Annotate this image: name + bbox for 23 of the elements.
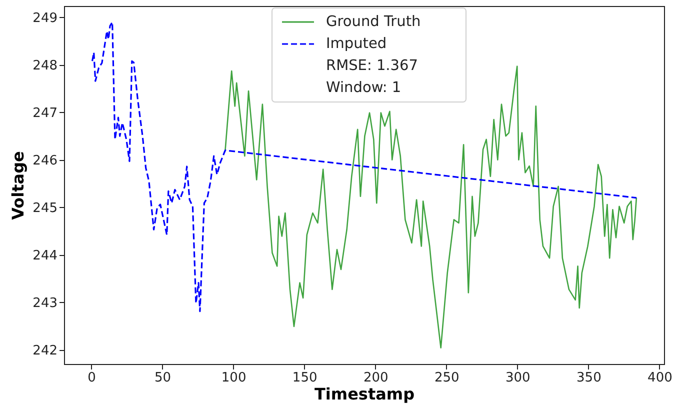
x-tick-label: 100 <box>221 370 246 386</box>
x-tick-label: 50 <box>154 370 172 386</box>
x-tick-label: 300 <box>505 370 530 386</box>
legend-label: Imputed <box>326 36 387 52</box>
y-tick-label: 244 <box>32 248 58 264</box>
x-tick-label: 0 <box>88 370 96 386</box>
legend-label: Ground Truth <box>326 14 421 30</box>
x-axis-title: Timestamp <box>314 384 415 404</box>
annotation: Window: 1 <box>326 80 402 96</box>
y-tick-label: 245 <box>32 200 58 216</box>
x-tick-label: 150 <box>292 370 318 386</box>
x-tick-label: 350 <box>576 370 602 386</box>
y-tick-label: 242 <box>32 343 58 358</box>
y-axis-title: Voltage <box>8 150 28 220</box>
x-tick-label: 400 <box>648 370 672 386</box>
y-tick-label: 247 <box>32 106 58 121</box>
x-tick-label: 200 <box>363 370 388 386</box>
annotation: RMSE: 1.367 <box>326 58 418 74</box>
y-tick-label: 246 <box>32 153 58 168</box>
x-tick-label: 250 <box>434 370 460 386</box>
y-tick-label: 249 <box>32 10 58 26</box>
y-tick-label: 243 <box>32 296 58 311</box>
y-tick-label: 248 <box>32 58 58 74</box>
